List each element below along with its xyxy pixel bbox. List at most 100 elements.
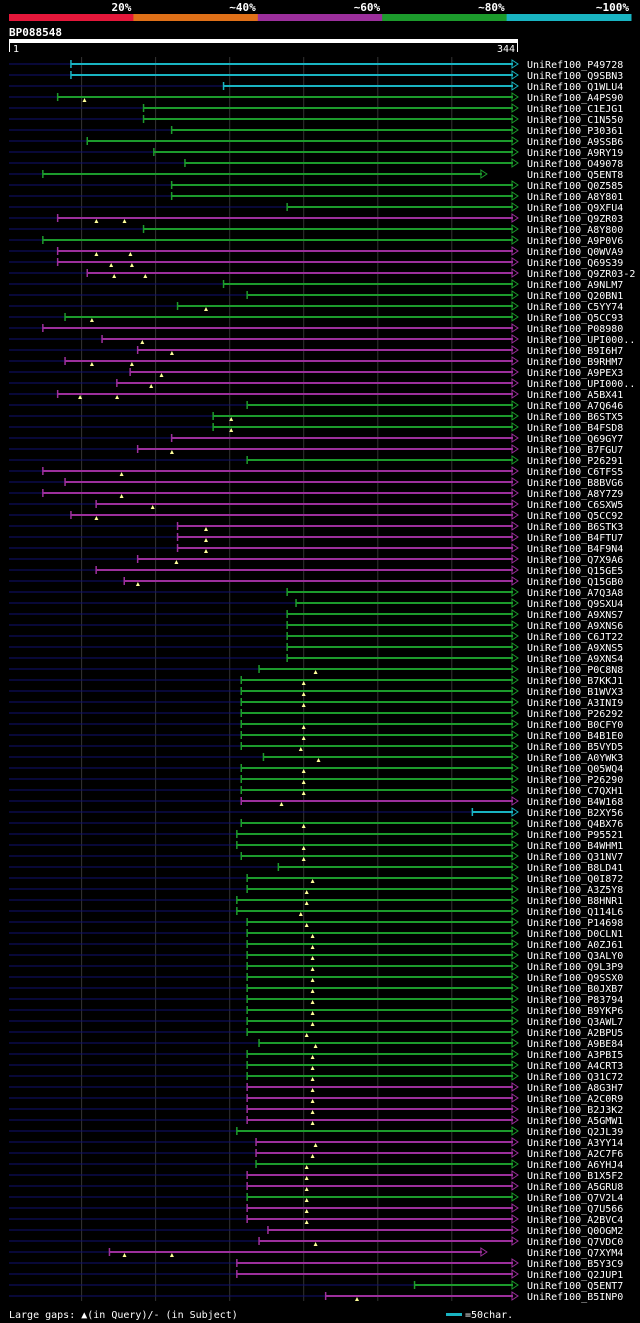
hit-row[interactable]: UniRef100_UPI000.. [9, 334, 635, 346]
hit-row[interactable]: UniRef100_Q3AWL7 [9, 1016, 623, 1028]
hit-label[interactable]: UniRef100_Q5CC93 [527, 313, 623, 324]
hit-row[interactable]: UniRef100_Q69GY7 [9, 433, 623, 445]
hit-row[interactable]: UniRef100_Q9SXU4 [9, 598, 623, 610]
hit-row[interactable]: UniRef100_Q15GE5 [9, 565, 623, 577]
hit-label[interactable]: UniRef100_Q31C72 [527, 1072, 623, 1083]
hit-alignment-bar[interactable] [241, 679, 514, 681]
hit-row[interactable]: UniRef100_A6YHJ4 [9, 1159, 623, 1171]
hit-row[interactable]: UniRef100_A8Y801 [9, 191, 623, 203]
hit-row[interactable]: UniRef100_Q20BN1 [9, 290, 623, 302]
hit-label[interactable]: UniRef100_Q4BX76 [527, 819, 623, 830]
hit-alignment-bar[interactable] [241, 745, 514, 747]
hit-label[interactable]: UniRef100_Q69GY7 [527, 434, 623, 445]
hit-label[interactable]: UniRef100_P14698 [527, 918, 623, 929]
hit-row[interactable]: UniRef100_B0JXB7 [9, 983, 623, 995]
hit-alignment-bar[interactable] [241, 855, 514, 857]
hit-row[interactable]: UniRef100_A9NLM7 [9, 279, 623, 291]
hit-alignment-bar[interactable] [241, 712, 514, 714]
hit-label[interactable]: UniRef100_B6STK3 [527, 522, 623, 533]
hit-alignment-bar[interactable] [171, 129, 513, 131]
hit-label[interactable]: UniRef100_Q0OGM2 [527, 1226, 623, 1237]
hit-alignment-bar[interactable] [65, 481, 514, 483]
hit-alignment-bar[interactable] [241, 789, 514, 791]
hit-row[interactable]: UniRef100_B1WVX3 [9, 686, 623, 698]
hit-label[interactable]: UniRef100_Q31NV7 [527, 852, 623, 863]
hit-label[interactable]: UniRef100_B5VYD5 [527, 742, 623, 753]
hit-row[interactable]: UniRef100_P30361 [9, 125, 623, 137]
hit-label[interactable]: UniRef100_A0YWK3 [527, 753, 623, 764]
hit-label[interactable]: UniRef100_Q114L6 [527, 907, 623, 918]
hit-alignment-bar[interactable] [57, 96, 514, 98]
hit-alignment-bar[interactable] [247, 459, 513, 461]
hit-alignment-bar[interactable] [237, 1130, 513, 1132]
hit-row[interactable]: UniRef100_Q15GB0 [9, 576, 623, 588]
hit-label[interactable]: UniRef100_B5Y3C9 [527, 1259, 623, 1270]
hit-alignment-bar[interactable] [237, 899, 513, 901]
hit-label[interactable]: UniRef100_A2BPU5 [527, 1028, 623, 1039]
hit-alignment-bar[interactable] [137, 448, 513, 450]
hit-alignment-bar[interactable] [241, 800, 514, 802]
hit-row[interactable]: UniRef100_B0CFY0 [9, 719, 623, 731]
hit-label[interactable]: UniRef100_Q15GB0 [527, 577, 623, 588]
hit-row[interactable]: UniRef100_Q5CC92 [9, 510, 623, 522]
hit-label[interactable]: UniRef100_Q9ZR03-2 [527, 269, 635, 280]
hit-alignment-bar[interactable] [241, 690, 514, 692]
hit-row[interactable]: UniRef100_A2BPU5 [9, 1027, 623, 1039]
hit-alignment-bar[interactable] [247, 932, 513, 934]
hit-alignment-bar[interactable] [241, 767, 514, 769]
hit-row[interactable]: UniRef100_P83794 [9, 994, 623, 1006]
hit-label[interactable]: UniRef100_B7FGU7 [527, 445, 623, 456]
hit-alignment-bar[interactable] [213, 415, 513, 417]
hit-alignment-bar[interactable] [87, 272, 514, 274]
hit-label[interactable]: UniRef100_Q0I872 [527, 874, 623, 885]
hit-row[interactable]: UniRef100_A9P0V6 [9, 235, 623, 247]
hit-row[interactable]: UniRef100_Q3ALY0 [9, 950, 623, 962]
hit-alignment-bar[interactable] [43, 492, 513, 494]
hit-alignment-bar[interactable] [96, 503, 514, 505]
hit-alignment-bar[interactable] [96, 569, 514, 571]
hit-label[interactable]: UniRef100_Q5ENT7 [527, 1281, 623, 1292]
hit-label[interactable]: UniRef100_C1EJG1 [527, 104, 623, 115]
hit-row[interactable]: UniRef100_B8HNR1 [9, 895, 623, 907]
hit-row[interactable]: UniRef100_Q7U566 [9, 1203, 623, 1215]
hit-row[interactable]: UniRef100_A9XNS6 [9, 620, 623, 632]
hit-label[interactable]: UniRef100_Q1WLU4 [527, 82, 623, 93]
hit-alignment-bar[interactable] [247, 954, 513, 956]
hit-label[interactable]: UniRef100_P49728 [527, 60, 623, 71]
hit-alignment-bar[interactable] [57, 261, 514, 263]
hit-label[interactable]: UniRef100_A9BE84 [527, 1039, 623, 1050]
hit-row[interactable]: UniRef100_B4WHM1 [9, 840, 623, 852]
hit-label[interactable]: UniRef100_Q7U566 [527, 1204, 623, 1215]
hit-label[interactable]: UniRef100_B1WVX3 [527, 687, 623, 698]
hit-row[interactable]: UniRef100_Q0Z585 [9, 180, 623, 192]
hit-label[interactable]: UniRef100_A3INI9 [527, 698, 623, 709]
hit-row[interactable]: UniRef100_A4PS90 [9, 92, 623, 104]
hit-row[interactable]: UniRef100_A9XNS7 [9, 609, 623, 621]
hit-label[interactable]: UniRef100_Q2JUP1 [527, 1270, 623, 1281]
hit-alignment-bar[interactable] [278, 866, 513, 868]
hit-alignment-bar[interactable] [287, 613, 513, 615]
hit-row[interactable]: UniRef100_A8Y7Z9 [9, 488, 623, 500]
hit-row[interactable]: UniRef100_A5BX41 [9, 389, 623, 401]
hit-label[interactable]: UniRef100_C6JT22 [527, 632, 623, 643]
hit-label[interactable]: UniRef100_O49078 [527, 159, 623, 170]
hit-row[interactable]: UniRef100_Q5ENT7 [9, 1280, 623, 1292]
hit-alignment-bar[interactable] [65, 360, 514, 362]
hit-alignment-bar[interactable] [143, 118, 514, 120]
hit-alignment-bar[interactable] [237, 1273, 513, 1275]
hit-row[interactable]: UniRef100_B4FSD8 [9, 422, 623, 434]
hit-row[interactable]: UniRef100_A9PEX3 [9, 367, 623, 379]
hit-alignment-bar[interactable] [247, 888, 513, 890]
hit-alignment-bar[interactable] [43, 327, 513, 329]
hit-label[interactable]: UniRef100_Q9SSX0 [527, 973, 623, 984]
hit-label[interactable]: UniRef100_A9XNS4 [527, 654, 623, 665]
hit-label[interactable]: UniRef100_P26291 [527, 456, 623, 467]
hit-row[interactable]: UniRef100_B8LD41 [9, 862, 623, 874]
hit-alignment-bar[interactable] [287, 206, 513, 208]
hit-alignment-bar[interactable] [71, 74, 513, 76]
hit-alignment-bar[interactable] [268, 1229, 513, 1231]
hit-alignment-bar[interactable] [247, 1185, 513, 1187]
hit-label[interactable]: UniRef100_A9PEX3 [527, 368, 623, 379]
hit-label[interactable]: UniRef100_A3YY14 [527, 1138, 623, 1149]
hit-label[interactable]: UniRef100_A3PBI5 [527, 1050, 623, 1061]
